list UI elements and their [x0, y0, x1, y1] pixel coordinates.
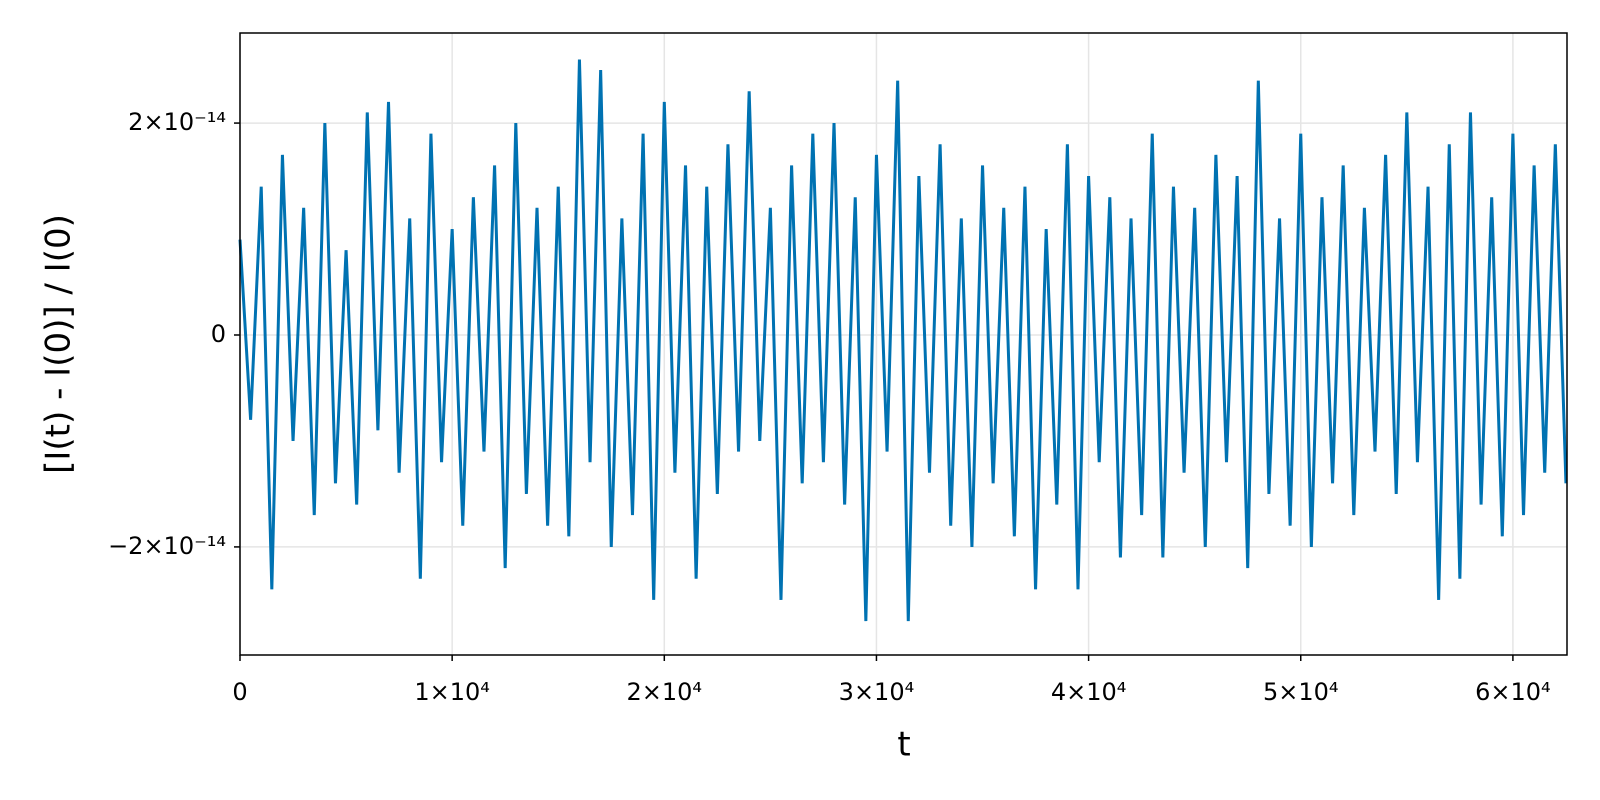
y-tick-label: −2×10⁻¹⁴ [108, 532, 226, 560]
x-tick-label: 4×10⁴ [1051, 678, 1127, 706]
y-axis-label: [I(t) - I(0)] / I(0) [39, 214, 79, 474]
y-tick-label: 0 [211, 320, 226, 348]
x-tick-label: 5×10⁴ [1263, 678, 1339, 706]
data-line [238, 59, 1568, 622]
x-tick-label: 6×10⁴ [1475, 678, 1551, 706]
x-tick-label: 2×10⁴ [627, 678, 703, 706]
plot-frame [239, 32, 1568, 656]
y-tick-label: 2×10⁻¹⁴ [128, 108, 226, 136]
x-tick-label: 1×10⁴ [414, 678, 490, 706]
x-tick-label: 3×10⁴ [839, 678, 915, 706]
x-axis-label: t [897, 725, 910, 765]
x-tick-label: 0 [232, 678, 247, 706]
